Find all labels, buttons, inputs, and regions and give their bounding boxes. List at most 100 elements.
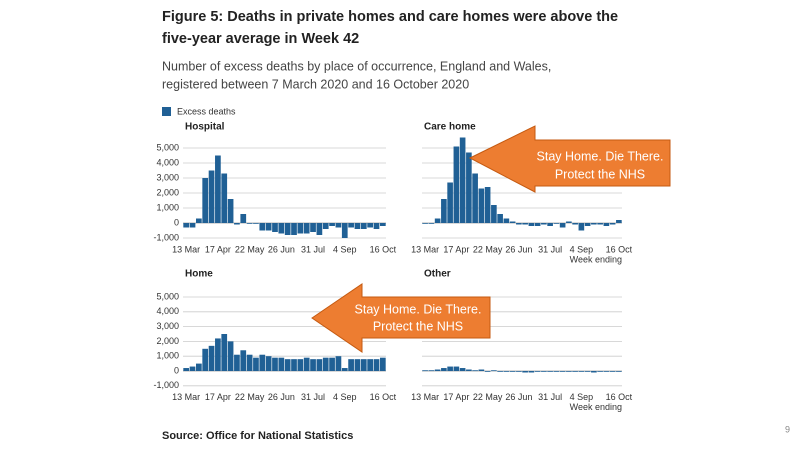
y-tick-label: 4,000	[156, 306, 179, 316]
bar	[491, 370, 497, 372]
x-tick-label: 13 Mar	[411, 392, 439, 402]
y-tick-label: -1,000	[153, 232, 179, 242]
bar	[484, 187, 491, 223]
bar	[379, 357, 386, 371]
callout-text: Protect the NHS	[555, 167, 645, 181]
y-tick-label: 5,000	[156, 142, 179, 152]
bar	[183, 368, 190, 371]
title-line: five-year average in Week 42	[162, 31, 359, 47]
bar	[373, 223, 380, 229]
x-tick-label: 16 Oct	[606, 244, 633, 254]
x-tick-label: 13 Mar	[172, 392, 200, 402]
bar	[516, 223, 522, 225]
bar	[497, 371, 503, 372]
bar	[367, 359, 373, 371]
y-tick-label: 0	[174, 365, 179, 375]
y-tick-label: 3,000	[156, 172, 179, 182]
bar	[208, 345, 215, 371]
bar	[234, 223, 240, 225]
bar	[265, 223, 272, 231]
bar	[509, 371, 516, 372]
bar	[189, 223, 196, 228]
x-tick-label: 22 May	[473, 392, 503, 402]
title-line: Figure 5: Deaths in private homes and ca…	[162, 9, 618, 25]
bar	[303, 223, 310, 234]
bar	[516, 371, 522, 372]
bar	[541, 371, 547, 372]
bar	[253, 223, 259, 224]
callout: Stay Home. Die There. Protect the NHS	[311, 283, 491, 353]
bar	[297, 223, 304, 234]
bar	[597, 371, 603, 372]
bar	[541, 223, 547, 225]
bar	[553, 223, 560, 224]
bar	[196, 363, 202, 371]
x-tick-label: 26 Jun	[268, 392, 295, 402]
bar	[253, 357, 259, 371]
bar	[428, 223, 435, 224]
subtitle-line: registered between 7 March 2020 and 16 O…	[162, 77, 469, 91]
bar	[478, 188, 485, 223]
bar	[578, 371, 585, 372]
bar	[322, 223, 329, 229]
y-tick-label: 2,000	[156, 336, 179, 346]
x-tick-label: 22 May	[473, 244, 503, 254]
legend-swatch	[162, 107, 171, 116]
bar	[459, 137, 466, 223]
bar	[373, 359, 380, 371]
bar	[240, 214, 247, 223]
bar	[329, 223, 335, 226]
x-tick-label: 17 Apr	[205, 392, 231, 402]
bar	[189, 366, 196, 371]
y-tick-label: 5,000	[156, 291, 179, 301]
bar	[547, 371, 553, 372]
bar	[322, 357, 329, 371]
bar	[509, 221, 516, 223]
source: Source: Office for National Statistics	[162, 430, 353, 442]
chart-title: Other	[424, 269, 451, 280]
bar	[303, 357, 310, 371]
bar	[240, 350, 247, 371]
bar	[215, 155, 221, 223]
bar	[354, 223, 361, 229]
bar	[259, 354, 266, 371]
x-tick-label: 22 May	[235, 392, 265, 402]
bar	[472, 173, 478, 223]
bar	[215, 338, 221, 371]
bar	[221, 173, 228, 223]
bar	[265, 356, 272, 371]
x-tick-label: 13 Mar	[172, 244, 200, 254]
bar	[234, 354, 240, 371]
x-tick-label: 4 Sep	[570, 392, 594, 402]
bar	[472, 370, 478, 372]
x-tick-label: 16 Oct	[370, 244, 397, 254]
bar	[348, 223, 354, 228]
x-tick-label: 31 Jul	[301, 244, 325, 254]
bar	[422, 223, 428, 224]
bar	[578, 223, 585, 231]
bar	[367, 223, 373, 228]
bar	[597, 223, 603, 225]
bar	[547, 223, 553, 226]
bar	[360, 359, 367, 371]
bar	[335, 223, 342, 228]
callout-arrow	[311, 283, 491, 353]
chart-title: Care home	[424, 122, 476, 133]
bar	[221, 334, 228, 371]
x-tick-label: 22 May	[235, 244, 265, 254]
bar	[310, 223, 316, 232]
y-tick-label: 0	[174, 217, 179, 227]
bar	[566, 371, 572, 372]
x-tick-label: 17 Apr	[443, 244, 469, 254]
bar	[484, 371, 491, 372]
x-tick-label: 4 Sep	[333, 392, 357, 402]
bar	[202, 348, 209, 371]
bar	[616, 220, 622, 223]
y-tick-label: -1,000	[153, 380, 179, 390]
bar	[284, 359, 291, 371]
x-tick-label: 16 Oct	[606, 392, 633, 402]
callout-arrow	[468, 125, 671, 193]
bar	[591, 371, 597, 373]
x-tick-label: 4 Sep	[333, 244, 357, 254]
bar	[316, 359, 323, 371]
